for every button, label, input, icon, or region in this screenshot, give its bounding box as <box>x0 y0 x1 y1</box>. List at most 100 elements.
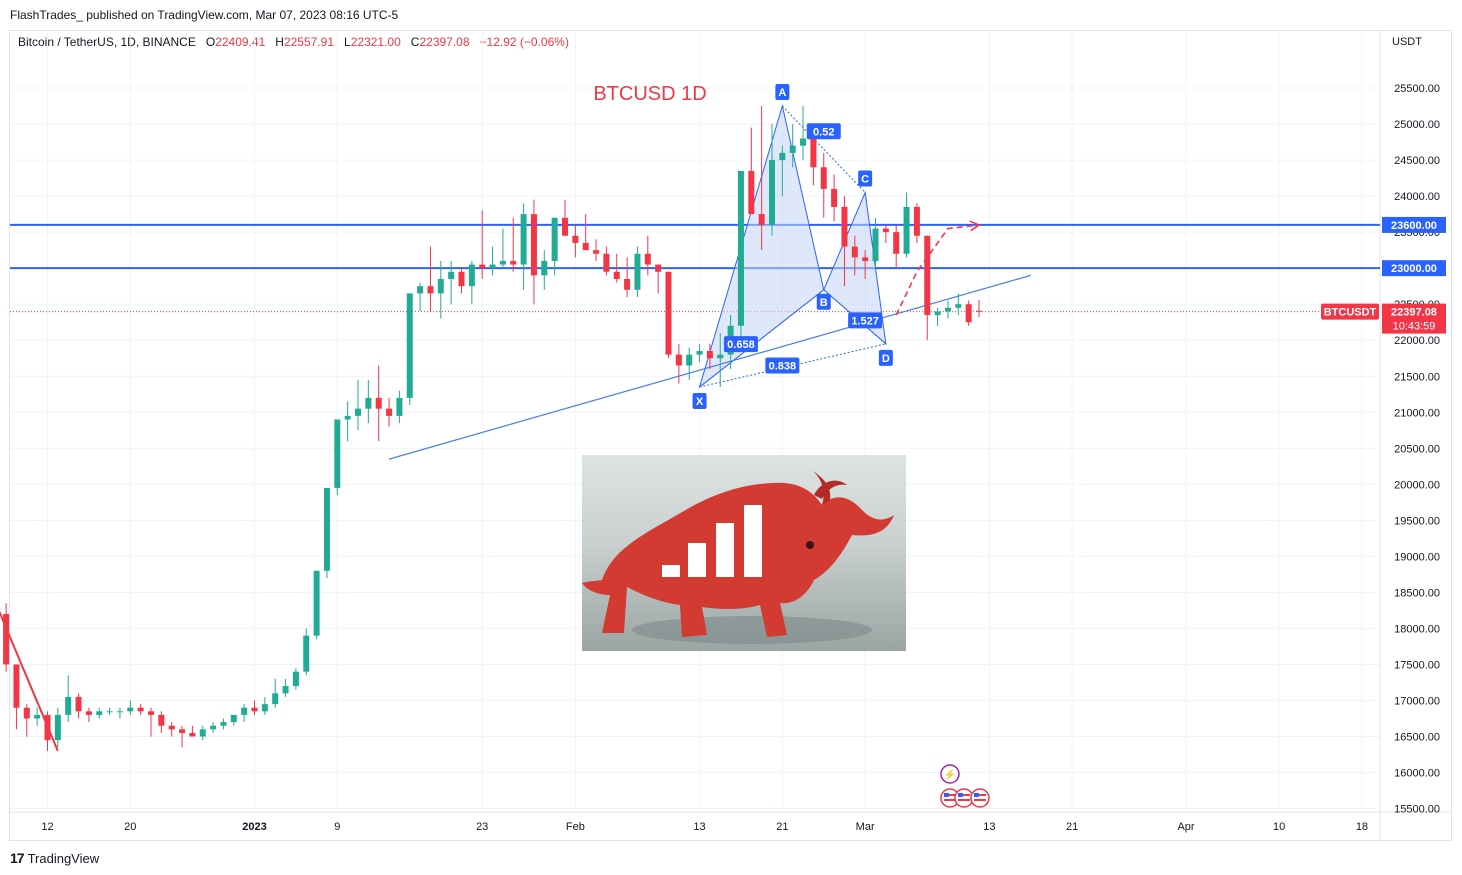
bull-image <box>582 455 906 651</box>
pattern-point-label: A <box>778 87 786 99</box>
ratio-tag <box>806 123 841 140</box>
candle-down <box>179 729 186 733</box>
candle-up <box>272 693 279 705</box>
countdown-label: 10:43:59 <box>1393 321 1436 333</box>
candle-up <box>903 206 910 254</box>
tradingview-logo-icon: 17 <box>10 850 25 866</box>
close-value: 22397.08 <box>419 35 470 49</box>
candle-up <box>769 160 775 225</box>
level-price-label: 23600.00 <box>1391 220 1437 232</box>
flag-stripe <box>943 794 956 796</box>
pattern-point-b <box>816 293 831 310</box>
high-label: H <box>275 35 284 49</box>
price-tick-label: 17500.00 <box>1394 659 1440 671</box>
lightning-event-icon <box>940 764 960 784</box>
flag-canton <box>943 793 949 797</box>
tradingview-footer[interactable]: 17 TradingView <box>10 850 99 866</box>
candle-up <box>437 278 444 294</box>
low-label: L <box>344 35 351 49</box>
candle-down <box>976 310 982 312</box>
candle-down <box>582 242 589 251</box>
price-tick-label: 22000.00 <box>1394 335 1440 347</box>
candle-up <box>634 253 641 290</box>
candle-down <box>831 188 838 207</box>
time-tick-label: 21 <box>1066 821 1078 833</box>
time-tick-label: Mar <box>856 821 875 833</box>
time-tick-label: 13 <box>693 821 705 833</box>
price-axis-unit: USDT <box>1392 36 1422 48</box>
time-tick-label: 21 <box>776 821 788 833</box>
candle-down <box>85 711 92 715</box>
flag-stripe <box>943 799 956 801</box>
candle-up <box>313 570 320 636</box>
price-tick-label: 15500.00 <box>1394 804 1440 816</box>
ratio-label: 0.658 <box>727 339 755 351</box>
price-tick-label: 18500.00 <box>1394 587 1440 599</box>
candle-down <box>375 397 382 409</box>
candle-down <box>965 304 972 323</box>
candle-down <box>706 351 713 359</box>
pattern-point-d <box>878 349 893 366</box>
candle-up <box>551 217 558 261</box>
candle-down <box>23 707 30 719</box>
time-tick-label: Feb <box>566 821 585 833</box>
price-tick-label: 21500.00 <box>1394 371 1440 383</box>
price-tick-label: 19500.00 <box>1394 515 1440 527</box>
candle-down <box>624 278 631 290</box>
time-tick-label: 9 <box>334 821 340 833</box>
candle-up <box>489 264 496 269</box>
candle-down <box>820 167 827 189</box>
candle-down <box>13 664 20 708</box>
price-tick-label: 24000.00 <box>1394 191 1440 203</box>
symbol-label[interactable]: Bitcoin / TetherUS, 1D, BINANCE <box>18 35 196 49</box>
candle-down <box>893 232 900 254</box>
candle-down <box>75 696 82 712</box>
ratio-tag <box>848 312 883 329</box>
publisher-line: FlashTrades_ published on TradingView.co… <box>10 8 399 22</box>
candle-down <box>148 711 154 715</box>
candle-up <box>241 707 248 715</box>
candle-up <box>334 419 341 488</box>
ohlc-legend: Bitcoin / TetherUS, 1D, BINANCE O22409.4… <box>18 35 569 49</box>
candle-up <box>696 351 703 355</box>
candle-up <box>344 415 351 420</box>
candle-down <box>810 138 817 168</box>
candle-down <box>665 271 672 355</box>
flag-canton <box>973 793 979 797</box>
price-tick-label: 16500.00 <box>1394 732 1440 744</box>
candle-up <box>737 170 744 326</box>
high-value: 22557.91 <box>283 35 335 49</box>
candle-up <box>54 714 61 741</box>
ratio-label: 0.838 <box>769 360 797 372</box>
candle-up <box>230 714 237 723</box>
ratio-tag <box>765 357 800 374</box>
candle-up <box>303 635 310 672</box>
candle-up <box>220 722 227 726</box>
tradingview-brand: TradingView <box>27 850 100 866</box>
candle-down <box>882 228 889 233</box>
candle-up <box>800 138 807 146</box>
candle-up <box>65 696 72 715</box>
candle-up <box>468 264 475 287</box>
level-price-tag <box>1382 260 1446 277</box>
price-tick-label: 20500.00 <box>1394 443 1440 455</box>
price-tick-label: 24500.00 <box>1394 155 1440 167</box>
price-tick-label: 19000.00 <box>1394 551 1440 563</box>
candle-up <box>106 711 113 713</box>
close-label: C <box>410 35 420 49</box>
candle-down <box>427 286 434 294</box>
candle-down <box>137 707 144 712</box>
candle-up <box>116 711 123 713</box>
pattern-point-a <box>775 84 790 101</box>
candle-down <box>158 714 165 726</box>
candle-up <box>944 307 951 312</box>
candle-up <box>323 487 330 571</box>
price-tick-label: 18000.00 <box>1394 623 1440 635</box>
candle-down <box>924 235 931 316</box>
time-tick-label: 13 <box>983 821 995 833</box>
candle-up <box>34 714 41 719</box>
candle-down <box>655 264 662 272</box>
candle-up <box>355 408 361 416</box>
level-price-label: 23000.00 <box>1391 263 1437 275</box>
